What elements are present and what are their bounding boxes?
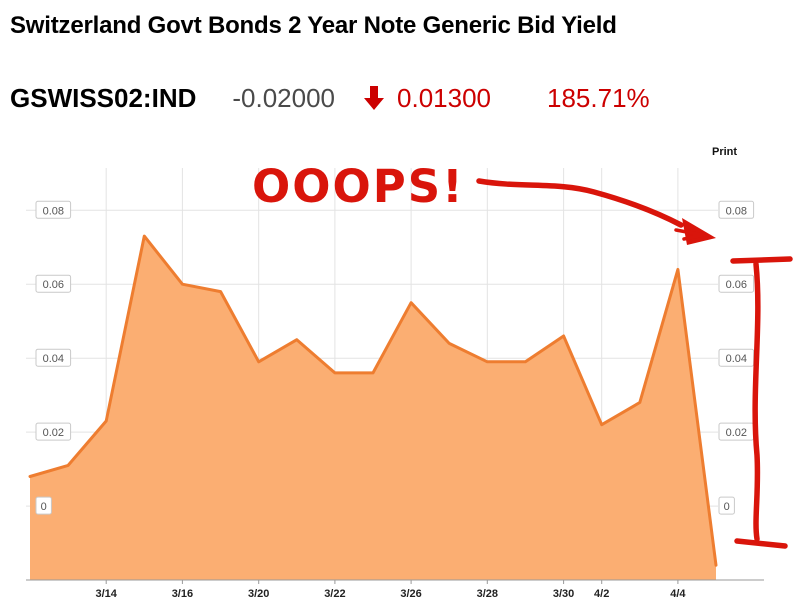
x-tick-label: 3/30 xyxy=(553,588,574,600)
x-tick-label: 3/16 xyxy=(172,588,193,600)
ticker-symbol: GSWISS02:IND xyxy=(10,82,197,113)
quote-change: -0.02000 xyxy=(232,82,336,113)
y-tick-box xyxy=(35,274,72,293)
y-tick-label: 0.06 xyxy=(726,279,747,291)
quote-row: GSWISS02:IND -0.02000 0.01300 185.71% xyxy=(10,82,650,114)
print-link[interactable]: Print xyxy=(712,146,738,158)
quote-change-abs: 0.01300 xyxy=(397,82,492,113)
y-tick-box xyxy=(718,496,735,515)
y-tick-label: 0.08 xyxy=(43,205,64,217)
x-tick-label: 3/28 xyxy=(477,588,498,600)
y-tick-box xyxy=(35,422,72,441)
y-tick-box xyxy=(35,496,52,515)
page-title: Switzerland Govt Bonds 2 Year Note Gener… xyxy=(10,12,617,39)
x-tick-label: 3/22 xyxy=(324,588,345,600)
chart-area: Print 3/14 3/16 3/20 3/22 3/26 3/28 3/30 4/2 4/4… xyxy=(0,140,797,610)
y-tick-label: 0.06 xyxy=(43,279,64,291)
y-tick-label: 0.04 xyxy=(43,353,64,365)
y-tick-box xyxy=(718,200,755,219)
y-tick-label: 0.08 xyxy=(726,205,747,217)
quote-percent-change: 185.71% xyxy=(547,82,650,113)
x-tick-label: 3/20 xyxy=(248,588,269,600)
area-fill xyxy=(30,236,716,580)
y-tick-box xyxy=(35,200,72,219)
y-tick-label: 0.02 xyxy=(43,427,64,439)
down-arrow-icon xyxy=(363,85,385,111)
x-tick-label: 4/2 xyxy=(594,588,609,600)
y-tick-label: 0 xyxy=(724,501,730,513)
y-tick-box xyxy=(35,348,72,367)
x-tick-label: 4/4 xyxy=(670,588,686,600)
yield-area-chart: 3/14 3/16 3/20 3/22 3/26 3/28 3/30 4/2 4/4 0 0 0.02… xyxy=(26,168,764,600)
area-line xyxy=(28,234,718,567)
y-tick-label: 0.02 xyxy=(726,427,747,439)
x-tick-label: 3/14 xyxy=(95,588,117,600)
x-tick-label: 3/26 xyxy=(400,588,421,600)
y-tick-label: 0 xyxy=(41,501,47,513)
y-tick-label: 0.04 xyxy=(726,353,747,365)
